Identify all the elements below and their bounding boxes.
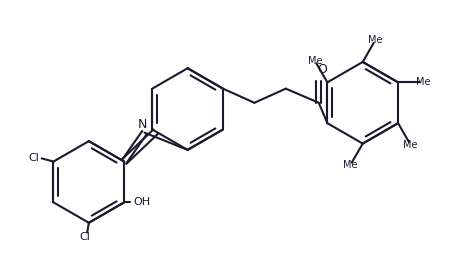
Text: Cl: Cl <box>79 232 90 242</box>
Text: Cl: Cl <box>29 153 40 163</box>
Text: N: N <box>138 118 147 131</box>
Text: Me: Me <box>368 35 383 45</box>
Text: O: O <box>317 63 327 76</box>
Text: Me: Me <box>343 160 357 170</box>
Text: OH: OH <box>134 197 151 207</box>
Text: Me: Me <box>416 77 430 87</box>
Text: Me: Me <box>403 140 418 150</box>
Text: Me: Me <box>307 56 322 66</box>
